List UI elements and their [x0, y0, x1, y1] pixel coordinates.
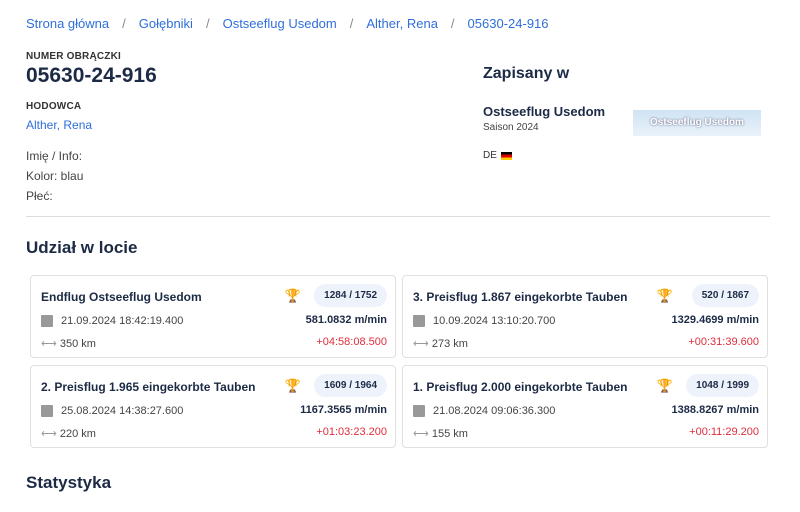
- distance-icon: ⟷: [41, 428, 57, 440]
- logo-text: Ostseeflug Usedom: [650, 117, 744, 128]
- flight-card[interactable]: 1. Preisflug 2.000 eingekorbte Tauben 🏆 …: [402, 365, 768, 448]
- trophy-icon: 🏆: [284, 288, 301, 303]
- trophy-icon: 🏆: [656, 288, 673, 303]
- club-name[interactable]: Ostseeflug Usedom: [483, 104, 606, 119]
- info-sex: Płeć:: [26, 189, 53, 203]
- breadcrumb-breeder[interactable]: Alther, Rena: [366, 16, 438, 31]
- flight-date: 10.09.2024 13:10:20.700: [433, 315, 556, 327]
- distance-icon: ⟷: [413, 428, 429, 440]
- trophy-icon: 🏆: [656, 378, 673, 393]
- place-badge: 1284 / 1752: [314, 284, 387, 307]
- time-delta: +00:11:29.200: [689, 426, 759, 438]
- distance: 273 km: [431, 338, 468, 350]
- breadcrumb-home[interactable]: Strona główna: [26, 16, 110, 31]
- speed: 1167.3565 m/min: [300, 404, 387, 416]
- germany-flag-icon: [500, 151, 512, 160]
- flight-card[interactable]: Endflug Ostseeflug Usedom 🏆 1284 / 1752 …: [30, 275, 396, 358]
- flight-name: 2. Preisflug 1.965 eingekorbte Tauben: [41, 380, 256, 394]
- separator: /: [122, 16, 126, 31]
- separator: /: [450, 16, 455, 31]
- distance-icon: ⟷: [413, 338, 429, 350]
- country-code: DE: [483, 150, 497, 161]
- calendar-icon: [41, 405, 53, 417]
- distance: 220 km: [59, 428, 96, 440]
- stats-title: Statystyka: [26, 473, 112, 492]
- breeder-label: HODOWCA: [26, 101, 82, 112]
- breadcrumb-lofts[interactable]: Gołębniki: [138, 16, 193, 31]
- breeder-link[interactable]: Alther, Rena: [26, 118, 93, 132]
- separator: /: [205, 16, 210, 31]
- flight-card[interactable]: 2. Preisflug 1.965 eingekorbte Tauben 🏆 …: [30, 365, 396, 448]
- flights-title: Udział w locie: [26, 238, 138, 257]
- divider: [26, 216, 770, 217]
- info-name: Imię / Info:: [26, 149, 83, 163]
- flight-date: 21.09.2024 18:42:19.400: [61, 315, 184, 327]
- place-badge: 520 / 1867: [691, 284, 759, 307]
- country: DE: [483, 150, 512, 161]
- separator: /: [349, 16, 354, 31]
- distance: 155 km: [431, 428, 468, 440]
- breadcrumb-ring[interactable]: 05630-24-916: [467, 16, 549, 31]
- distance-icon: ⟷: [41, 338, 57, 350]
- registered-title: Zapisany w: [483, 65, 570, 82]
- calendar-icon: [41, 315, 53, 327]
- ring-number: 05630-24-916: [26, 64, 157, 87]
- season: Saison 2024: [483, 122, 539, 133]
- flight-name: 1. Preisflug 2.000 eingekorbte Tauben: [413, 380, 628, 394]
- breadcrumb-club[interactable]: Ostseeflug Usedom: [222, 16, 337, 31]
- ring-label: NUMER OBRĄCZKI: [26, 51, 122, 62]
- flight-card[interactable]: 3. Preisflug 1.867 eingekorbte Tauben 🏆 …: [402, 275, 768, 358]
- speed: 581.0832 m/min: [305, 314, 387, 326]
- info-color: Kolor: blau: [26, 169, 84, 183]
- place-badge: 1609 / 1964: [314, 374, 387, 397]
- speed: 1388.8267 m/min: [671, 404, 759, 416]
- flight-name: Endflug Ostseeflug Usedom: [41, 290, 202, 304]
- calendar-icon: [413, 405, 425, 417]
- breadcrumb: Strona główna / Gołębniki / Ostseeflug Use…: [26, 16, 549, 31]
- time-delta: +00:31:39.600: [688, 336, 759, 348]
- flight-date: 25.08.2024 14:38:27.600: [61, 405, 184, 417]
- trophy-icon: 🏆: [284, 378, 301, 393]
- flight-name: 3. Preisflug 1.867 eingekorbte Tauben: [413, 290, 628, 304]
- place-badge: 1048 / 1999: [686, 374, 759, 397]
- flight-date: 21.08.2024 09:06:36.300: [433, 405, 556, 417]
- time-delta: +04:58:08.500: [316, 336, 387, 348]
- speed: 1329.4699 m/min: [671, 314, 759, 326]
- club-logo: Ostseeflug Usedom: [633, 110, 761, 136]
- time-delta: +01:03:23.200: [316, 426, 387, 438]
- calendar-icon: [413, 315, 425, 327]
- distance: 350 km: [59, 338, 96, 350]
